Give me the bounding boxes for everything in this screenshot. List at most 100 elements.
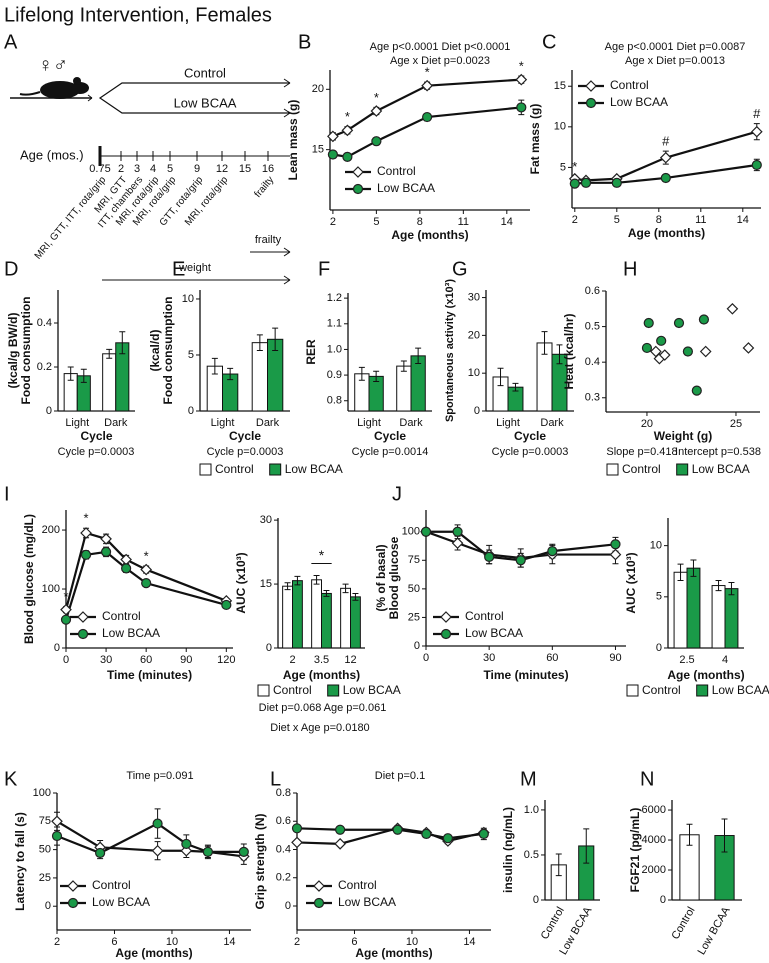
marker <box>515 555 526 566</box>
age-tick-label: 15 <box>239 163 251 175</box>
error-bar <box>556 344 563 365</box>
y-axis-label: AUC (x10³) <box>234 552 248 613</box>
error-bar <box>352 592 359 601</box>
marker <box>80 549 92 560</box>
age-tick-label: 2 <box>118 163 124 175</box>
x-tick-label: 2 <box>572 214 578 226</box>
x-axis-label: Cycle <box>229 429 261 443</box>
marker <box>515 73 528 86</box>
marker <box>370 105 383 117</box>
marker <box>291 836 303 849</box>
x-tick-label: 14 <box>737 214 749 226</box>
y-tick-label: 0.8 <box>327 395 342 407</box>
marker <box>422 111 433 123</box>
marker <box>641 342 653 354</box>
legend-marker <box>313 897 325 909</box>
bar <box>396 365 412 412</box>
error-bar <box>119 331 126 355</box>
x-axis-label: Cycle <box>80 429 112 443</box>
marker <box>726 302 739 315</box>
event-label: MRI, GTT, ITT, rota/grip <box>33 174 109 261</box>
marker <box>238 846 249 857</box>
panel-letter: I <box>4 483 10 505</box>
marker <box>334 837 346 850</box>
y-tick-label: 0.6 <box>276 815 291 827</box>
sig-label: * <box>144 548 149 563</box>
legend-swatch <box>676 463 689 476</box>
error-bar <box>342 583 349 594</box>
sig-label: * <box>63 589 68 604</box>
arm-label: Control <box>184 65 226 80</box>
legend-marker <box>440 628 452 640</box>
marker <box>656 335 667 346</box>
legend-marker <box>585 80 597 92</box>
panel-letter: K <box>4 768 18 790</box>
stat-text: Diet p=0.1 <box>375 770 425 782</box>
y-axis-label: (% of basal) <box>374 544 388 611</box>
y-axis-label: Spontaneous activity (x10³) <box>444 279 456 422</box>
marker <box>327 149 338 160</box>
x-axis-label: Cycle <box>514 429 546 443</box>
x-axis-label: Age (months) <box>391 228 468 242</box>
x-axis-label: Cycle <box>374 429 406 443</box>
chart: C 5 10 15 2 5 8 11 14 Age (months) Fat mass (g) Age… <box>528 31 763 240</box>
marker <box>698 314 710 325</box>
marker <box>421 79 433 92</box>
stat-text: Cycle p=0.0014 <box>352 446 429 458</box>
bar <box>321 592 332 649</box>
error-bar <box>284 582 291 591</box>
y-axis-label: insulin (ng/mL) <box>501 807 515 893</box>
x-tick-label: 2.5 <box>679 654 694 666</box>
legend-label: Control <box>273 683 312 697</box>
mouse-body <box>40 81 80 99</box>
error-bar <box>272 327 279 351</box>
bar <box>292 580 303 649</box>
legend-swatch <box>269 463 282 476</box>
legend-label: Low BCAA <box>343 683 401 697</box>
y-tick-label: 100 <box>42 583 60 595</box>
x-tick-label: Light <box>357 417 381 429</box>
bar <box>724 588 739 649</box>
bar <box>410 355 426 412</box>
age-axis-label: Age (mos.) <box>20 147 84 162</box>
marker <box>610 539 621 550</box>
bar <box>673 571 688 649</box>
y-tick-label: 15 <box>554 80 566 92</box>
error-bar <box>677 563 684 581</box>
error-bar <box>313 575 320 585</box>
marker <box>421 828 432 840</box>
age-tick-label: 9 <box>194 163 200 175</box>
arrow-head <box>283 275 291 285</box>
marker <box>51 830 63 842</box>
legend-label: Low BCAA <box>92 895 150 909</box>
y-tick-label: 0.6 <box>585 285 600 297</box>
series-line <box>425 530 616 560</box>
y-tick-label: 25 <box>39 872 51 884</box>
marker <box>152 818 163 829</box>
stat-text: Age p=0.061 <box>324 702 387 714</box>
y-tick-label: 0 <box>533 894 539 906</box>
panel-letter: B <box>298 31 311 53</box>
marker <box>673 317 685 329</box>
x-tick-label: 3.5 <box>314 654 329 666</box>
marker <box>371 136 382 147</box>
x-tick-label: 14 <box>501 216 513 228</box>
marker <box>478 828 489 840</box>
mouse-tail <box>19 91 41 96</box>
timeline-panel: A ♀♂ Control Low BCAA Age (mos.) 0.75 2 3 4… <box>4 31 291 285</box>
legend-label: Low BCAA <box>692 462 750 476</box>
marker <box>60 614 72 625</box>
y-tick-label: 0 <box>474 405 480 417</box>
x-tick-label: 90 <box>180 654 192 666</box>
series-line <box>56 822 244 855</box>
legend-label: Control <box>610 78 649 92</box>
arrow-head <box>87 94 93 102</box>
panel-letter: C <box>542 31 556 53</box>
marker <box>140 563 153 576</box>
